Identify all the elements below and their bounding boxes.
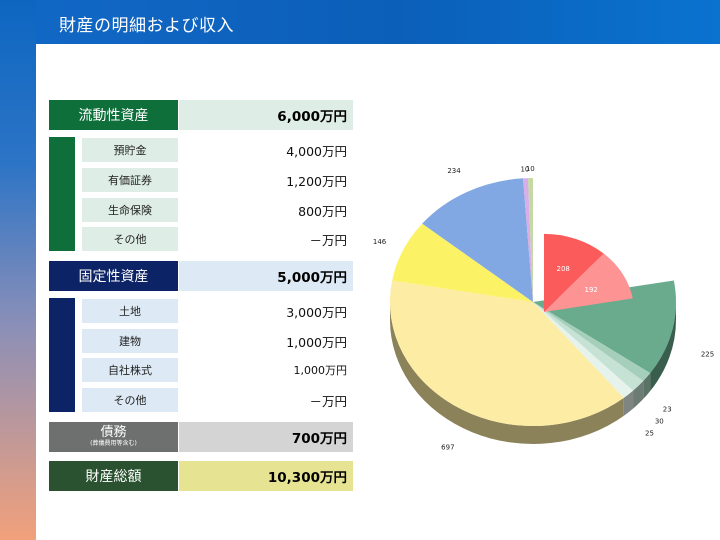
- pie-data-label: 146: [373, 238, 387, 246]
- fixed-assets-header: 固定性資産: [49, 261, 178, 291]
- pie-slice: [390, 280, 624, 426]
- pie-data-label: 10: [526, 165, 535, 173]
- liquid-assets-header: 流動性資産: [49, 100, 178, 130]
- pie-slice: [533, 302, 651, 382]
- debt-label: 債務: [100, 425, 127, 440]
- total-label: 財産総額: [85, 469, 142, 485]
- debt-value: 700万円: [179, 422, 353, 452]
- liquid-item-value: 1,200万円: [286, 173, 347, 189]
- pie-slice-side: [650, 302, 676, 392]
- pie-slice-exploded: [544, 253, 633, 312]
- debt-header: 債務 (葬儀費用等含む): [49, 422, 178, 452]
- pie-data-label: 25: [645, 430, 654, 438]
- pie-depth-layer: [390, 302, 676, 444]
- fixed-assets-label: 固定性資産: [78, 269, 149, 285]
- pie-slice-side: [390, 302, 624, 444]
- fixed-item-value: 1,000万円: [293, 364, 348, 377]
- pie-top-layer: [390, 178, 676, 426]
- pie-slice: [528, 178, 533, 302]
- side-gradient: [0, 0, 36, 540]
- liquid-item-label: その他: [82, 227, 178, 251]
- fixed-item-value: －万円: [309, 393, 347, 409]
- pie-data-label: 192: [584, 286, 597, 294]
- liquid-item-label: 生命保険: [82, 198, 178, 222]
- debt-sublabel: (葬儀費用等含む): [90, 440, 137, 447]
- fixed-item-label: 建物: [82, 329, 178, 353]
- liquid-item-value: －万円: [309, 232, 347, 248]
- pie-slice-side: [633, 381, 644, 409]
- pie-slice-side: [623, 390, 634, 416]
- total-header: 財産総額: [49, 461, 178, 491]
- fixed-assets-value: 5,000万円: [179, 261, 353, 291]
- pie-data-label: 10: [520, 165, 529, 173]
- fixed-item-value: 1,000万円: [286, 334, 347, 350]
- fixed-assets-bracket: [49, 298, 75, 412]
- pie-slice-exploded: [544, 233, 604, 312]
- page-title: 財産の明細および収入: [59, 16, 234, 36]
- fixed-item-label: 自社株式: [82, 358, 178, 382]
- pie-data-label: 234: [447, 167, 461, 175]
- pie-slice-side: [643, 373, 651, 400]
- liquid-item-value: 800万円: [298, 203, 347, 219]
- pie-slice: [533, 302, 634, 398]
- pie-data-label: 30: [655, 418, 664, 426]
- total-value: 10,300万円: [179, 461, 353, 491]
- pie-data-label: 697: [441, 443, 454, 451]
- pie-data-label: 225: [701, 351, 714, 359]
- fixed-item-value: 3,000万円: [286, 304, 347, 320]
- pie-slice: [422, 178, 533, 302]
- pie-slice: [533, 302, 644, 391]
- title-bar: [0, 0, 720, 44]
- liquid-assets-value: 6,000万円: [179, 100, 353, 130]
- pie-slice: [392, 223, 533, 302]
- pie-data-label: 23: [663, 406, 672, 414]
- liquid-item-label: 預貯金: [82, 138, 178, 162]
- liquid-assets-bracket: [49, 137, 75, 251]
- fixed-item-label: 土地: [82, 299, 178, 323]
- pie-slice: [523, 178, 533, 302]
- liquid-item-label: 有価証券: [82, 168, 178, 192]
- liquid-item-value: 4,000万円: [286, 143, 347, 159]
- fixed-item-label: その他: [82, 388, 178, 412]
- liquid-assets-label: 流動性資産: [78, 108, 149, 124]
- pie-data-label: 208: [557, 265, 570, 273]
